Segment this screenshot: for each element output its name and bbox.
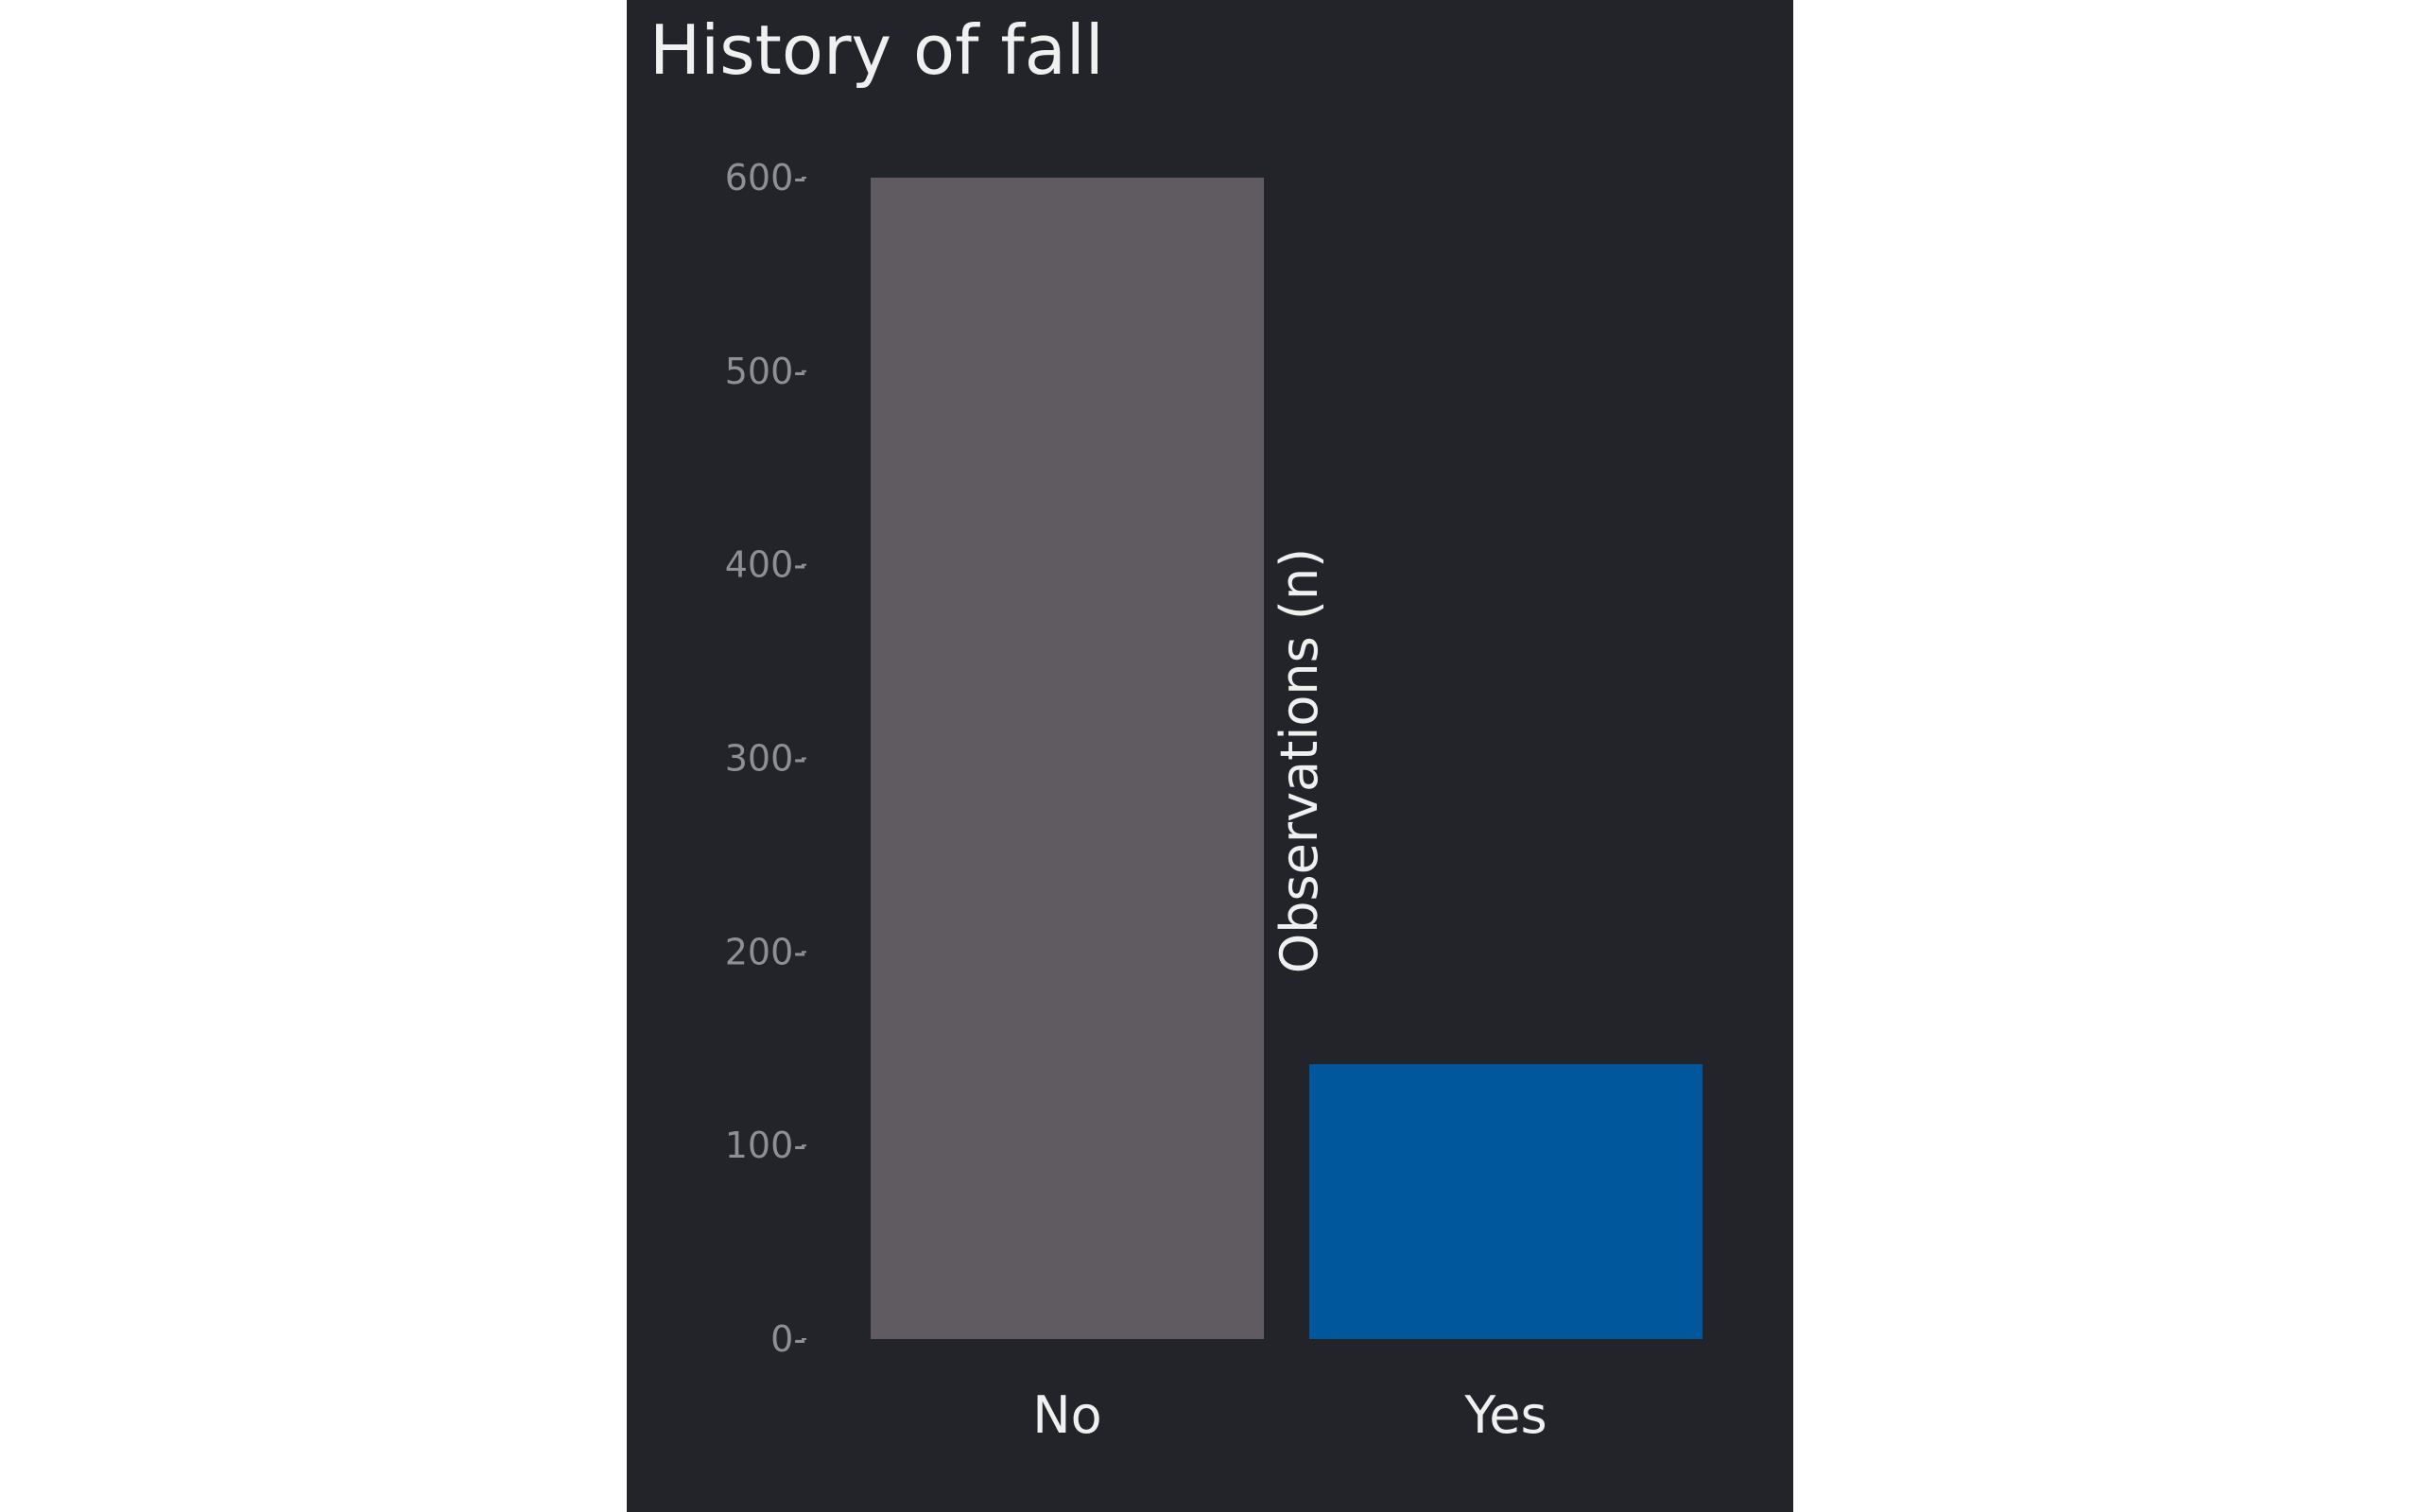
y-tick-label: 100- <box>725 1125 806 1166</box>
x-axis-ticks: No Yes <box>1032 1385 1547 1445</box>
y-tick-label: 600- <box>725 157 806 198</box>
bar-no <box>871 178 1264 1339</box>
y-tick-label: 300- <box>725 738 806 780</box>
bar-chart: History of fall Observations (n) 0- 100- 2… <box>649 10 1703 1445</box>
x-tick-label-no: No <box>1032 1385 1101 1445</box>
y-tick-label: 400- <box>725 544 806 586</box>
bar-yes <box>1309 1064 1703 1339</box>
y-tick-label: 0- <box>770 1318 806 1360</box>
x-tick-label-yes: Yes <box>1463 1385 1547 1445</box>
y-tick-label: 500- <box>725 351 806 392</box>
bars <box>871 178 1703 1339</box>
chart-title: History of fall <box>649 10 1104 90</box>
y-axis-ticks: 0- 100- 200- 300- 400- 500- 600- <box>725 157 806 1360</box>
y-axis-label: Observations (n) <box>1270 548 1329 973</box>
y-tick-label: 200- <box>725 931 806 972</box>
chart-panel: History of fall Observations (n) 0- 100- 2… <box>627 0 1793 1512</box>
